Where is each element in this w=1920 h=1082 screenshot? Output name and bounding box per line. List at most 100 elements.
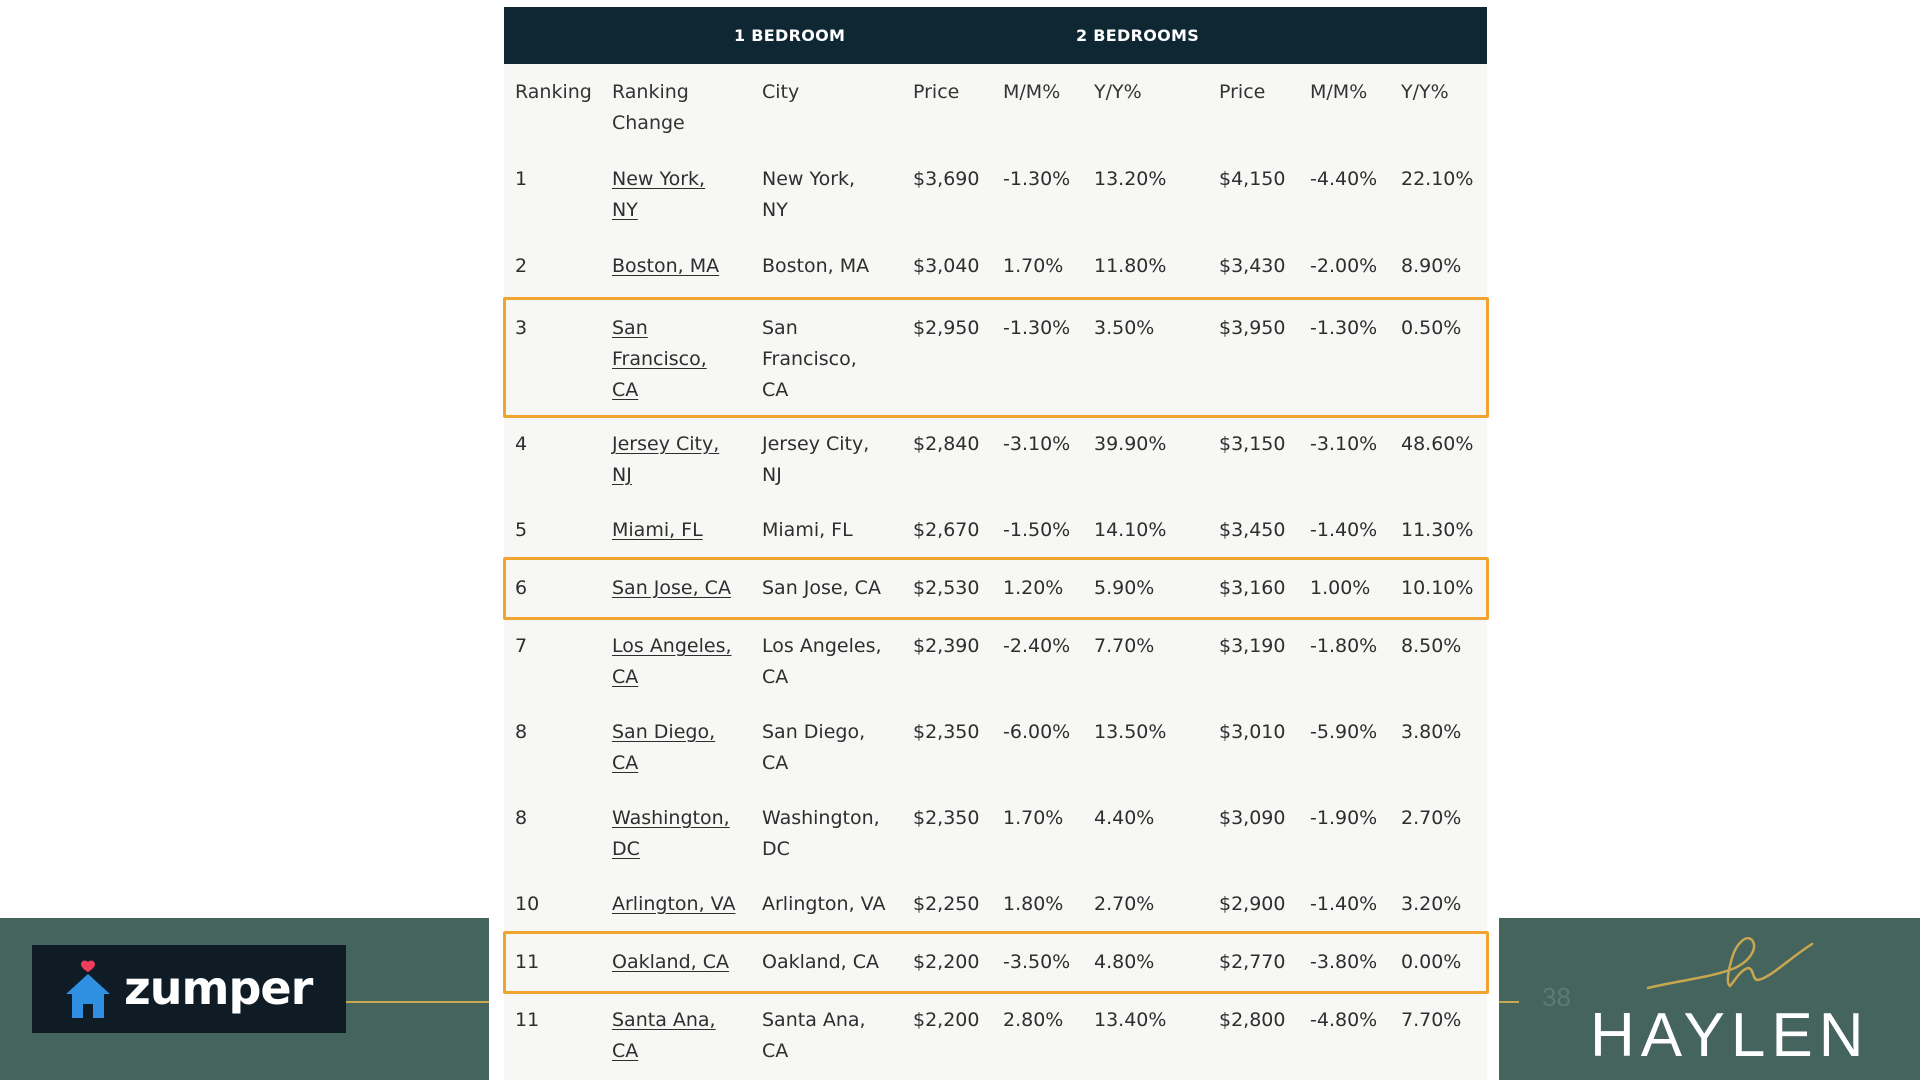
footer-band-right [1499,918,1920,1080]
table-cell-price-1br: $2,840 [913,433,980,455]
city-link[interactable]: Miami, FL [612,519,703,541]
table-cell-mm-2br: -4.80% [1310,1009,1378,1031]
table-cell-mm-1br: 1.20% [1003,577,1064,599]
table-row: 1 New York, NY New York, NY $3,690 -1.30% 13.… [504,151,1487,240]
zumper-logo: zumper [32,945,346,1033]
table-cell-price-2br: $2,800 [1219,1009,1286,1031]
table-cell-city: San Francisco, CA [762,317,857,401]
table-cell-mm-1br: 2.80% [1003,1009,1064,1031]
table-row: 6 San Jose, CA San Jose, CA $2,530 1.20% 5.90… [504,560,1487,620]
city-link[interactable]: San Diego, CA [612,721,716,774]
column-header-price-2br: Price [1219,81,1266,103]
column-header-ranking: Ranking [515,81,592,103]
table-cell-city: Miami, FL [762,519,853,541]
table-cell-price-1br: $3,040 [913,255,980,277]
table-cell-mm-2br: -5.90% [1310,721,1378,743]
table-cell-mm-1br: 1.70% [1003,255,1064,277]
table-cell-city: Santa Ana, CA [762,1009,866,1062]
table-cell-price-1br: $2,530 [913,577,980,599]
table-cell-price-2br: $3,150 [1219,433,1286,455]
city-link[interactable]: San Francisco, CA [612,317,707,401]
table-cell-yy-2br: 48.60% [1401,433,1474,455]
table-cell-city: San Diego, CA [762,721,866,774]
column-header-yy-1br: Y/Y% [1094,81,1142,103]
zumper-wordmark: zumper [124,961,313,1015]
table-cell-yy-1br: 4.80% [1094,951,1155,973]
table-cell-city: Oakland, CA [762,951,879,973]
table-row: 8 Washington, DC Washington, DC $2,350 1.70%… [504,790,1487,878]
table-cell-mm-1br: -1.30% [1003,317,1071,339]
table-cell-mm-2br: -3.80% [1310,951,1378,973]
table-cell-price-2br: $3,430 [1219,255,1286,277]
table-cell-yy-2br: 0.00% [1401,951,1462,973]
table-cell-mm-1br: -3.50% [1003,951,1071,973]
table-group-header: 1 BEDROOM 2 BEDROOMS [504,7,1487,64]
table-cell-ranking: 8 [515,807,528,829]
city-link[interactable]: Arlington, VA [612,893,736,915]
city-link[interactable]: Oakland, CA [612,951,729,973]
column-header-mm-1br: M/M% [1003,81,1061,103]
table-cell-yy-1br: 3.50% [1094,317,1155,339]
table-cell-yy-2br: 22.10% [1401,168,1474,190]
table-cell-mm-2br: -1.40% [1310,893,1378,915]
table-cell-yy-1br: 39.90% [1094,433,1167,455]
footer-gold-line-right [1499,1001,1519,1003]
table-cell-yy-2br: 7.70% [1401,1009,1462,1031]
table-cell-mm-1br: -6.00% [1003,721,1071,743]
table-cell-yy-1br: 7.70% [1094,635,1155,657]
group-header-1-bedroom: 1 BEDROOM [734,26,846,45]
table-cell-price-1br: $2,390 [913,635,980,657]
table-row: 11 Oakland, CA Oakland, CA $2,200 -3.50% 4.80… [504,934,1487,994]
table-row: 11 Santa Ana, CA Santa Ana, CA $2,200 2.80% 1… [504,992,1487,1082]
table-cell-yy-2br: 10.10% [1401,577,1474,599]
table-cell-ranking: 4 [515,433,528,455]
table-cell-yy-1br: 13.40% [1094,1009,1167,1031]
table-cell-yy-1br: 11.80% [1094,255,1167,277]
table-cell-ranking: 6 [515,577,528,599]
table-row: 8 San Diego, CA San Diego, CA $2,350 -6.00% 1… [504,704,1487,792]
city-link[interactable]: Jersey City, NJ [612,433,720,486]
table-row: 3 San Francisco, CA San Francisco, CA $2,95… [504,300,1487,418]
table-cell-city: Arlington, VA [762,893,886,915]
table-row: 4 Jersey City, NJ Jersey City, NJ $2,840 -3.… [504,416,1487,504]
table-cell-ranking: 2 [515,255,528,277]
city-link[interactable]: Los Angeles, CA [612,635,732,688]
haylen-signature-icon [1646,937,1814,990]
column-header-yy-2br: Y/Y% [1401,81,1449,103]
table-cell-price-1br: $3,690 [913,168,980,190]
table-cell-ranking: 10 [515,893,540,915]
table-cell-price-2br: $3,950 [1219,317,1286,339]
table-cell-mm-2br: -1.40% [1310,519,1378,541]
table-cell-city: Washington, DC [762,807,880,860]
city-link[interactable]: San Jose, CA [612,577,731,599]
table-cell-yy-1br: 2.70% [1094,893,1155,915]
table-cell-price-1br: $2,950 [913,317,980,339]
table-cell-price-2br: $2,770 [1219,951,1286,973]
table-cell-ranking: 7 [515,635,528,657]
table-cell-ranking: 3 [515,317,528,339]
table-cell-price-1br: $2,350 [913,807,980,829]
table-cell-price-2br: $3,160 [1219,577,1286,599]
table-cell-mm-1br: -1.30% [1003,168,1071,190]
house-icon [66,960,110,1018]
table-cell-price-1br: $2,200 [913,951,980,973]
table-cell-price-2br: $3,090 [1219,807,1286,829]
haylen-wordmark: HAYLEN [1590,1001,1870,1070]
table-cell-mm-1br: -1.50% [1003,519,1071,541]
city-link[interactable]: New York, NY [612,168,706,221]
column-header-price-1br: Price [913,81,960,103]
table-cell-price-2br: $3,450 [1219,519,1286,541]
table-cell-mm-2br: 1.00% [1310,577,1371,599]
city-link[interactable]: Washington, DC [612,807,730,860]
table-cell-mm-2br: -1.30% [1310,317,1378,339]
city-link[interactable]: Boston, MA [612,255,720,277]
rent-table-panel: 1 BEDROOM 2 BEDROOMS Ranking Ranking Cha… [489,0,1499,1082]
table-header-row: Ranking Ranking Change City Price M/M% Y… [504,64,1487,153]
table-cell-mm-1br: 1.70% [1003,807,1064,829]
table-cell-yy-1br: 13.20% [1094,168,1167,190]
table-cell-yy-2br: 3.20% [1401,893,1462,915]
table-cell-mm-2br: -1.80% [1310,635,1378,657]
table-cell-ranking: 5 [515,519,528,541]
column-header-city: City [762,81,800,103]
city-link[interactable]: Santa Ana, CA [612,1009,716,1062]
